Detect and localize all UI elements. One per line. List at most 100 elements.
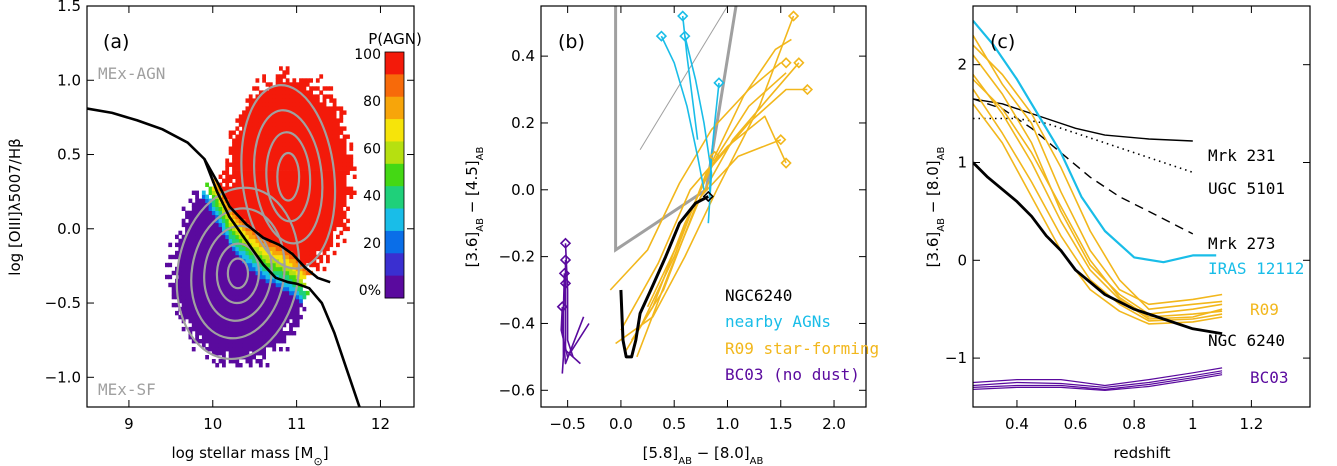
heat-cell — [332, 142, 337, 147]
heat-cell — [211, 343, 216, 348]
heat-cell — [252, 246, 256, 252]
heat-cell — [282, 286, 287, 292]
heat-cell — [215, 218, 220, 224]
heat-cell — [252, 278, 256, 284]
heat-cell — [285, 270, 290, 276]
heat-cell — [195, 282, 199, 288]
panel-a-colorbar-title: P(AGN) — [368, 30, 422, 48]
heat-cell — [279, 210, 283, 216]
heat-cell — [185, 270, 189, 276]
heat-cell — [279, 154, 283, 159]
heat-cell — [215, 242, 220, 248]
heat-cell — [279, 246, 283, 252]
heat-cell — [289, 98, 293, 103]
heat-cell — [248, 126, 253, 131]
heat-cell — [222, 254, 226, 260]
heat-cell — [185, 250, 189, 256]
heat-cell — [302, 78, 307, 83]
heat-cell — [232, 314, 236, 320]
heat-cell — [342, 138, 347, 143]
heat-cell — [235, 306, 240, 312]
heat-cell — [292, 130, 297, 135]
colorbar-segment — [385, 119, 404, 142]
heat-cell — [299, 146, 303, 151]
heat-cell — [205, 234, 209, 240]
heat-cell — [315, 186, 320, 191]
heat-cell — [336, 234, 340, 240]
heat-cell — [309, 234, 313, 240]
heat-cell — [289, 310, 293, 316]
heat-cell — [208, 250, 213, 256]
heat-cell — [315, 122, 320, 127]
heat-cell — [279, 146, 283, 151]
heat-cell — [255, 110, 260, 115]
heat-cell — [255, 331, 260, 336]
heat-cell — [218, 318, 223, 324]
heat-cell — [329, 162, 334, 167]
heat-cell — [262, 226, 266, 232]
heat-cell — [326, 198, 330, 203]
heat-cell — [191, 230, 196, 236]
heat-cell — [322, 198, 327, 203]
heat-cell — [302, 138, 307, 143]
heat-cell — [272, 214, 277, 220]
heat-cell — [292, 186, 297, 191]
heat-cell — [181, 270, 186, 276]
heat-cell — [262, 218, 266, 224]
heat-cell — [185, 238, 189, 244]
heat-cell — [285, 274, 290, 280]
heat-cell — [279, 322, 283, 328]
heat-cell — [299, 218, 303, 224]
panel-b-xtick-label: 0.0 — [609, 415, 633, 433]
heat-cell — [292, 126, 297, 131]
heat-cell — [258, 198, 263, 203]
heat-cell — [225, 254, 230, 260]
heat-cell — [339, 218, 344, 224]
heat-cell — [201, 294, 206, 300]
heat-cell — [305, 226, 310, 232]
heat-cell — [329, 230, 334, 236]
heat-cell — [171, 286, 176, 292]
heat-cell — [285, 302, 290, 308]
heat-cell — [225, 318, 230, 324]
heat-cell — [201, 298, 206, 304]
heat-cell — [222, 218, 226, 224]
heat-cell — [198, 331, 203, 336]
heat-cell — [262, 130, 266, 135]
panel-a-ytick-label: 1.5 — [57, 0, 81, 15]
heat-cell — [299, 130, 303, 135]
heat-cell — [195, 278, 199, 284]
heat-cell — [205, 270, 209, 276]
heat-cell — [191, 270, 196, 276]
heat-cell — [305, 214, 310, 220]
heat-cell — [312, 238, 317, 244]
panel-c-ylabel: [3.6]AB − [8.0]AB — [924, 147, 947, 268]
heat-cell — [272, 238, 277, 244]
heat-cell — [262, 158, 266, 163]
heat-cell — [279, 138, 283, 143]
heat-cell — [245, 234, 250, 240]
heat-cell — [188, 302, 193, 308]
heat-cell — [258, 138, 263, 143]
heat-cell — [279, 182, 283, 187]
panel-c-label-bc03: BC03 — [1250, 368, 1289, 387]
heat-cell — [279, 314, 283, 320]
heat-cell — [326, 182, 330, 187]
heat-cell — [181, 298, 186, 304]
heat-cell — [312, 262, 317, 268]
heat-cell — [346, 206, 350, 211]
heat-cell — [329, 138, 334, 143]
heat-cell — [289, 186, 293, 191]
heat-cell — [235, 298, 240, 304]
heat-cell — [198, 198, 203, 203]
heat-cell — [319, 134, 324, 139]
heat-cell — [339, 106, 344, 111]
panel-b: −0.5 0.0 0.5 1.0 1.5 2.0−0.6−0.4−0.20.00.20.4… — [463, 5, 879, 466]
heat-cell — [201, 238, 206, 244]
heat-cell — [322, 226, 327, 232]
heat-cell — [285, 158, 290, 163]
heat-cell — [191, 274, 196, 280]
heat-cell — [312, 250, 317, 256]
heat-cell — [181, 266, 186, 272]
